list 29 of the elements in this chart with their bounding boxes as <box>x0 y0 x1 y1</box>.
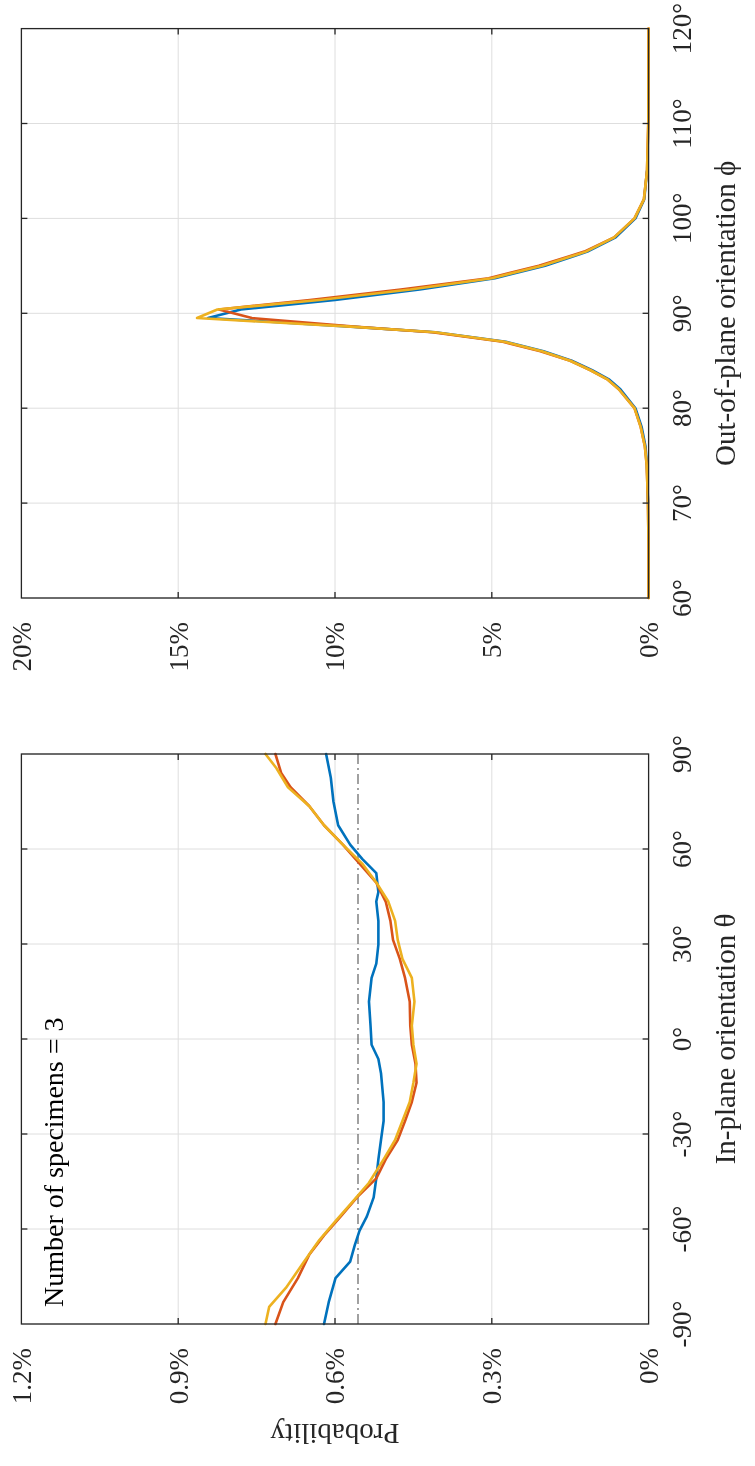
y-tick-label: 80° <box>667 389 697 428</box>
x-tick-label: 0% <box>634 1348 665 1384</box>
y-tick-label: 0° <box>667 1026 697 1052</box>
y-tick-label: -60° <box>667 1205 697 1253</box>
y-tick-label: 90° <box>667 294 697 333</box>
y-tick-label: -90° <box>667 1300 697 1348</box>
y-tick-label: 60° <box>667 579 697 617</box>
y-tick-label: -30° <box>667 1110 697 1158</box>
y-tick-label: 100° <box>667 192 697 245</box>
y-tick-label: 30° <box>667 925 697 963</box>
x-tick-label: 0.6% <box>320 1348 351 1405</box>
x-tick-label: 5% <box>477 622 508 658</box>
x-tick-label: 15% <box>163 622 194 672</box>
x-tick-label: 20% <box>6 622 37 672</box>
x-tick-label: 0.9% <box>163 1348 194 1405</box>
y-tick-label: 120° <box>667 2 697 55</box>
x-axis-title: Probability <box>270 1418 400 1450</box>
line-series <box>322 752 385 1326</box>
y-axis-title: Out-of-plane orientation ϕ <box>709 160 741 466</box>
x-tick-label: 1.2% <box>6 1348 37 1405</box>
y-tick-label: 70° <box>667 484 697 523</box>
x-tick-label: 0% <box>634 622 665 658</box>
y-axis-title: In-plane orientation θ <box>709 913 741 1165</box>
y-tick-label: 60° <box>667 830 697 868</box>
x-tick-label: 10% <box>320 622 351 672</box>
x-tick-label: 0.3% <box>477 1348 508 1405</box>
y-tick-label: 110° <box>667 98 697 149</box>
annotation: Number of specimens = 3 <box>38 1017 70 1307</box>
y-tick-label: 90° <box>667 735 697 773</box>
